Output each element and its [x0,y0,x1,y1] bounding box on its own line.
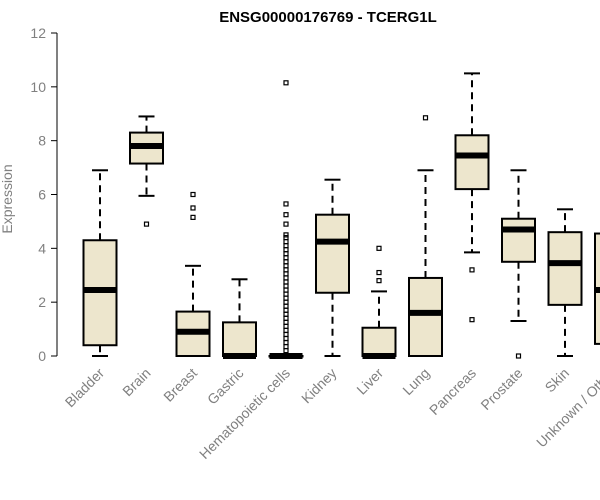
x-tick-label: Brain [119,365,153,399]
y-axis: 0 2 4 6 8 10 12 [30,25,58,364]
outlier-point [283,291,289,297]
x-tick-label: Liver [353,365,386,398]
outlier-point [283,299,289,305]
outlier-point [283,279,289,285]
iqr-box [408,276,443,358]
outlier-point [283,303,289,309]
outlier-point [143,221,150,227]
outlier-point [515,353,522,359]
box-group [129,115,164,227]
y-axis-label: Expression [0,164,15,233]
outlier-point [469,267,475,273]
outlier-point [422,115,429,121]
x-tick-label: Hematopoietic cells [196,365,293,462]
x-tick-label: Kidney [298,365,340,407]
outlier-point [283,307,289,313]
x-tick-label: Prostate [477,365,525,413]
y-tick-label: 8 [38,133,46,149]
outlier-point [283,319,289,325]
iqr-box [501,217,536,263]
y-tick-label: 4 [38,240,46,256]
chart-title: ENSG00000176769 - TCERG1L [219,9,437,26]
outlier-point [283,283,289,289]
outlier-point [283,247,289,253]
box-group [361,245,397,359]
outlier-point [283,212,289,218]
x-tick-label: Lung [399,365,432,398]
iqr-box [454,134,490,191]
outlier-point [376,269,382,276]
outlier-point [283,263,289,269]
y-tick-label: 6 [38,187,46,203]
y-tick-label: 10 [30,79,46,95]
outlier-point [283,259,289,265]
box-group [175,191,211,357]
outlier-point [283,327,289,334]
x-tick-label: Skin [542,365,573,396]
outlier-point [283,221,289,227]
outlier-point [283,348,289,354]
box-group [82,169,118,357]
outlier-point [283,311,289,317]
outlier-point [283,275,289,281]
outlier-point [283,295,289,301]
iqr-box [222,321,257,357]
outlier-point [283,335,289,342]
x-tick-label: Pancreas [426,365,479,418]
box-group [315,178,350,357]
x-tick-label: Bladder [62,365,108,411]
iqr-box [547,231,583,306]
outlier-point [283,271,289,277]
outlier-point [283,80,289,86]
outlier-point [283,234,289,241]
outlier-point [283,255,289,261]
outlier-point [190,214,196,220]
outlier-point [283,315,289,321]
x-tick-label: Breast [160,365,200,405]
outlier-point [283,239,289,245]
outlier-point [283,267,289,273]
iqr-box [315,213,350,294]
outlier-point [283,243,289,249]
box-group [454,72,490,323]
outlier-point [283,331,289,338]
outlier-point [283,201,289,207]
box-group [222,278,257,359]
box-group [501,169,536,359]
outlier-point [469,317,475,323]
y-tick-label: 2 [38,294,46,310]
outlier-point [283,339,289,346]
y-tick-label: 12 [30,25,46,41]
box-group [594,232,600,345]
box-group [408,115,443,358]
outlier-point [283,232,289,238]
box-group [547,208,583,357]
x-tick-label: Gastric [204,365,247,408]
boxes-layer [82,72,600,359]
outlier-point [376,278,382,284]
outlier-point [190,205,196,211]
outlier-point [283,343,289,350]
box-group [268,80,304,359]
outlier-point [376,245,382,251]
outlier-point [283,323,289,329]
iqr-box [361,326,397,357]
outlier-point [283,251,289,257]
outlier-point [283,287,289,293]
y-tick-label: 0 [38,348,46,364]
outlier-point [190,191,196,198]
